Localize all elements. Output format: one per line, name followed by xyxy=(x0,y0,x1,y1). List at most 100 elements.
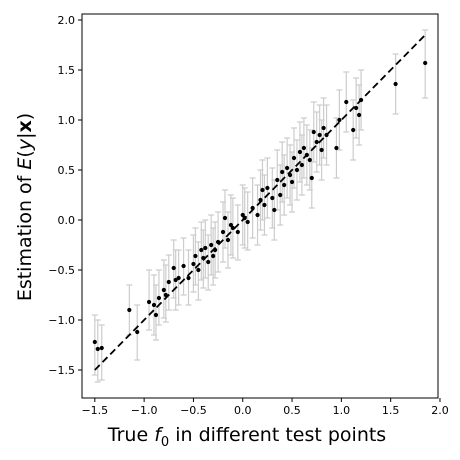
data-point xyxy=(351,127,356,133)
data-point xyxy=(287,172,293,178)
data-point xyxy=(201,255,206,261)
data-point xyxy=(225,237,231,243)
data-point xyxy=(280,169,285,175)
errorbar-layer xyxy=(91,29,429,383)
identity-reference-line xyxy=(94,34,426,371)
data-point xyxy=(222,215,228,221)
data-point xyxy=(215,239,221,245)
x-tick-label: 0.5 xyxy=(283,404,301,417)
data-point xyxy=(255,212,260,218)
x-tick-label: −0.5 xyxy=(180,404,207,417)
errorbar xyxy=(152,284,159,341)
x-tick-label: −1.0 xyxy=(131,404,158,417)
errorbar xyxy=(98,324,105,381)
data-point xyxy=(294,167,300,173)
data-point xyxy=(245,219,250,225)
data-point xyxy=(146,299,152,305)
data-point xyxy=(242,215,247,221)
data-point xyxy=(265,185,270,191)
y-tick-label: 1.0 xyxy=(58,114,76,127)
data-point xyxy=(311,129,316,135)
data-point xyxy=(285,165,290,171)
data-point xyxy=(235,229,240,235)
data-point xyxy=(278,192,283,198)
data-point xyxy=(354,105,359,111)
data-point xyxy=(240,212,245,218)
data-point xyxy=(151,302,157,308)
data-point xyxy=(220,229,226,235)
data-point xyxy=(250,205,255,211)
data-point xyxy=(211,253,216,259)
data-point xyxy=(289,179,295,185)
data-point xyxy=(181,263,186,269)
errorbar xyxy=(91,314,98,376)
data-point xyxy=(166,279,171,285)
x-tick-label: 2.0 xyxy=(431,404,449,417)
data-point xyxy=(156,295,162,301)
x-tick-label: −1.5 xyxy=(81,404,108,417)
data-point xyxy=(272,207,277,213)
data-point xyxy=(357,112,362,118)
data-point xyxy=(171,265,176,271)
data-point xyxy=(161,287,166,293)
data-point xyxy=(297,149,303,155)
data-point xyxy=(344,99,349,105)
data-point xyxy=(203,245,208,251)
data-point xyxy=(230,225,235,231)
data-point xyxy=(299,162,305,168)
data-point xyxy=(176,275,181,281)
data-point xyxy=(196,267,201,273)
data-point xyxy=(324,132,329,138)
data-point xyxy=(301,145,306,151)
data-point xyxy=(262,202,267,208)
data-point xyxy=(291,155,297,161)
data-point xyxy=(317,132,322,138)
data-point xyxy=(309,175,314,181)
data-point xyxy=(319,147,324,153)
data-point xyxy=(337,117,342,123)
y-tick-label: 2.0 xyxy=(58,14,76,27)
point-layer xyxy=(92,60,428,352)
data-point xyxy=(153,312,159,318)
data-point xyxy=(209,242,214,248)
data-point xyxy=(304,152,309,158)
data-point xyxy=(260,187,265,193)
data-point xyxy=(423,60,428,66)
data-point xyxy=(314,139,319,145)
y-tick-label: −1.5 xyxy=(48,364,75,377)
data-point xyxy=(206,259,211,265)
x-axis-label: True f0 in different test points xyxy=(107,424,386,450)
y-axis-ticks: −1.5 −1.0 −0.5 0.0 0.5 1.0 1.5 2.0 xyxy=(48,14,82,377)
x-tick-label: 0.0 xyxy=(234,404,252,417)
plot-frame xyxy=(81,13,439,399)
y-tick-label: 1.5 xyxy=(58,64,76,77)
data-point xyxy=(258,197,263,203)
data-point xyxy=(228,222,234,228)
x-tick-label: 1.0 xyxy=(333,404,351,417)
data-point xyxy=(163,292,168,298)
data-point xyxy=(186,275,191,281)
data-point xyxy=(307,157,312,163)
data-point xyxy=(321,125,326,131)
y-tick-label: −1.0 xyxy=(48,314,75,327)
x-axis-ticks: −1.5 −1.0 −0.5 0.0 0.5 1.0 1.5 2.0 xyxy=(81,398,449,417)
data-point xyxy=(193,253,198,259)
y-tick-label: −0.5 xyxy=(48,264,75,277)
y-tick-label: 0.0 xyxy=(58,214,76,227)
y-tick-label: 0.5 xyxy=(58,164,76,177)
data-point xyxy=(127,307,132,313)
data-point xyxy=(99,345,104,351)
data-point xyxy=(191,261,196,267)
data-point xyxy=(95,346,100,352)
data-point xyxy=(173,277,178,283)
data-point xyxy=(135,329,140,335)
data-point xyxy=(358,97,364,103)
x-tick-label: 1.5 xyxy=(382,404,400,417)
data-point xyxy=(334,145,339,151)
data-point xyxy=(213,247,218,253)
data-point xyxy=(282,182,287,188)
data-point xyxy=(393,81,398,87)
data-point xyxy=(275,177,280,183)
data-point xyxy=(92,339,97,345)
